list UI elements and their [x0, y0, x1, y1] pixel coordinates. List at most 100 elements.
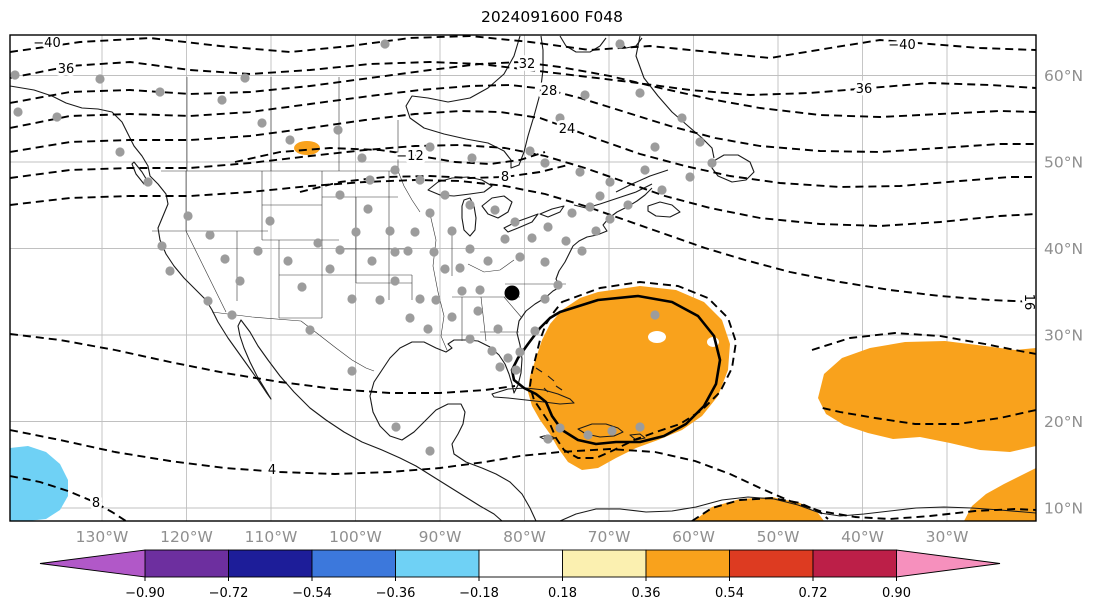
contour-label: 36: [58, 62, 75, 77]
dashed-contour-line: [10, 430, 1036, 519]
longitude-tick-labels: 130°W120°W110°W100°W90°W80°W70°W60°W50°W…: [76, 528, 969, 546]
longitude-label: 100°W: [329, 528, 382, 546]
station-dot: [253, 246, 262, 255]
longitude-label: 120°W: [160, 528, 213, 546]
station-dot: [115, 147, 124, 156]
station-dot: [347, 366, 356, 375]
contour-label: −40: [888, 38, 915, 53]
station-dot: [555, 423, 564, 432]
station-dot: [297, 282, 306, 291]
station-dot: [390, 247, 399, 256]
station-dot: [595, 191, 604, 200]
colorbar-segment: [563, 550, 647, 577]
coastline-layer: [10, 36, 1036, 521]
highlight-point-layer: [505, 286, 520, 301]
map-plot-area: [10, 35, 1036, 521]
station-dot: [425, 446, 434, 455]
station-dot: [635, 422, 644, 431]
longitude-label: 40°W: [841, 528, 884, 546]
station-dot: [410, 227, 419, 236]
longitude-label: 50°W: [757, 528, 800, 546]
station-dot: [615, 39, 624, 48]
station-dot: [425, 142, 434, 151]
station-dot: [283, 256, 292, 265]
colorbar-tick-label: −0.72: [209, 586, 249, 601]
coastline: [428, 177, 492, 196]
weather-anomaly-figure: 2024091600 F048 −4036−4036322824−1284816…: [0, 0, 1105, 615]
station-dot: [425, 208, 434, 217]
colorbar-tick-label: −0.18: [459, 586, 499, 601]
station-dot: [540, 158, 549, 167]
station-dot: [677, 113, 686, 122]
coastline: [10, 86, 502, 521]
station-dot: [227, 310, 236, 319]
graticule-layer: [10, 35, 1036, 521]
station-dot: [553, 280, 562, 289]
station-dot: [567, 208, 576, 217]
station-dot: [685, 172, 694, 181]
station-dot: [351, 227, 360, 236]
station-dot: [390, 276, 399, 285]
positive-anomaly-region: [964, 468, 1036, 521]
station-dot: [465, 334, 474, 343]
colorbar-extend-right-arrow: [897, 550, 1001, 577]
contour-label: 36: [856, 82, 873, 97]
station-dot: [143, 177, 152, 186]
station-dot: [375, 295, 384, 304]
filled-anomaly-layer: [10, 141, 1036, 521]
station-dot: [333, 125, 342, 134]
station-dot: [429, 247, 438, 256]
station-dot: [385, 226, 394, 235]
station-dot: [515, 347, 524, 356]
station-dot: [390, 165, 399, 174]
dashed-contour-line: [10, 111, 1036, 187]
longitude-label: 30°W: [926, 528, 969, 546]
longitude-label: 60°W: [672, 528, 715, 546]
station-dot: [465, 244, 474, 253]
station-dot: [10, 70, 19, 79]
positive-anomaly-region: [294, 141, 320, 155]
station-dot: [707, 158, 716, 167]
colorbar-segment: [396, 550, 480, 577]
station-dot: [465, 200, 474, 209]
station-dot: [695, 137, 704, 146]
station-dot: [205, 230, 214, 239]
longitude-label: 90°W: [419, 528, 462, 546]
colorbar-tick-label: 0.36: [632, 586, 661, 601]
station-dot: [500, 234, 509, 243]
station-dot: [335, 190, 344, 199]
station-dot: [235, 276, 244, 285]
station-dot: [510, 217, 519, 226]
station-dot: [203, 296, 212, 305]
longitude-label: 80°W: [503, 528, 546, 546]
station-dot: [503, 353, 512, 362]
station-dot: [540, 294, 549, 303]
contour-label: −12: [396, 149, 423, 164]
station-dot: [257, 118, 266, 127]
station-dot: [447, 312, 456, 321]
anomaly-region-hole: [648, 331, 666, 343]
colorbar-segment: [646, 550, 730, 577]
colorbar-tick-label: −0.90: [125, 586, 165, 601]
station-dot: [325, 264, 334, 273]
plot-frame: [10, 35, 1036, 521]
station-dot: [52, 112, 61, 121]
latitude-label: 20°N: [1044, 413, 1083, 431]
station-dot: [415, 294, 424, 303]
state-border: [481, 297, 486, 341]
station-dot: [475, 285, 484, 294]
longitude-label: 130°W: [76, 528, 129, 546]
dashed-contour-layer: [10, 36, 1036, 521]
station-dot: [607, 426, 616, 435]
colorbar-segment: [479, 550, 563, 577]
station-dot: [605, 214, 614, 223]
station-dot: [530, 326, 539, 335]
station-dot: [640, 165, 649, 174]
latitude-label: 40°N: [1044, 240, 1083, 258]
station-dot: [335, 245, 344, 254]
latitude-label: 10°N: [1044, 500, 1083, 518]
station-dot: [540, 257, 549, 266]
contour-label: 24: [559, 122, 576, 137]
station-dot: [580, 90, 589, 99]
station-dot: [487, 346, 496, 355]
